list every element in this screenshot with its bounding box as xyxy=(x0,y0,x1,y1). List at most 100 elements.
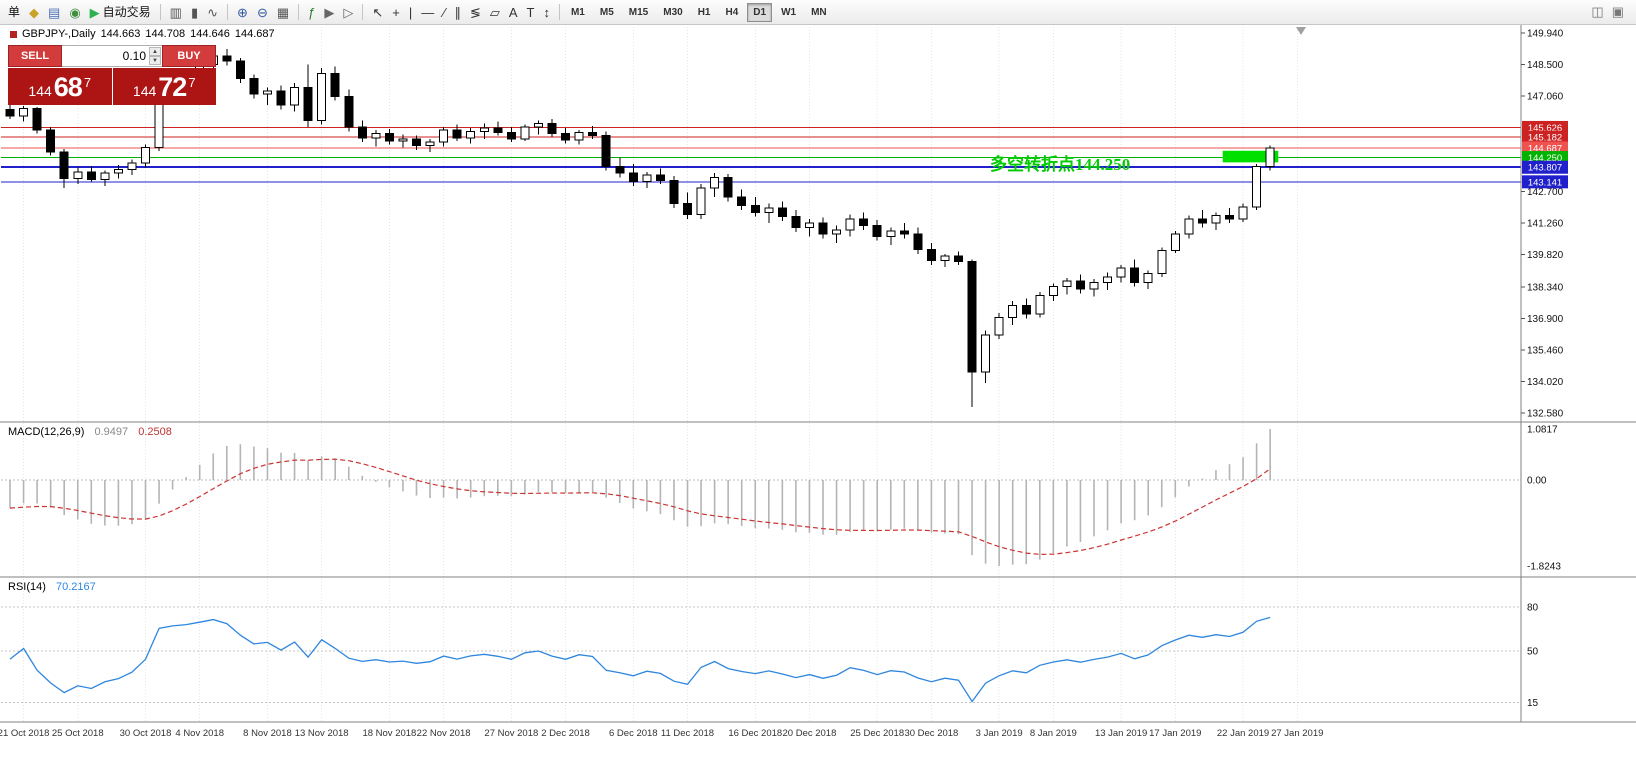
navigator-button[interactable]: ◉ xyxy=(65,5,84,20)
sell-price-big: 68 xyxy=(53,72,83,102)
low-value: 144.646 xyxy=(190,28,230,40)
indicators-button[interactable]: ƒ xyxy=(304,5,319,20)
timeframe-h4-button[interactable]: H4 xyxy=(725,6,739,18)
line-chart-button[interactable]: ∿ xyxy=(203,5,222,20)
shapes-button[interactable]: ▱ xyxy=(486,5,504,20)
chart-icon xyxy=(10,30,17,38)
horizontal-line-button[interactable]: — xyxy=(417,5,438,20)
channel-button[interactable]: ∥ xyxy=(450,5,465,20)
svg-text:4 Nov 2018: 4 Nov 2018 xyxy=(175,728,224,739)
bar-chart-button[interactable]: ▥ xyxy=(166,5,186,20)
crosshair-button[interactable]: + xyxy=(388,5,404,20)
zoom-in-icon: ⊕ xyxy=(237,4,248,20)
arrows-button[interactable]: ↕ xyxy=(539,5,554,20)
new-order-button[interactable]: 单 xyxy=(4,5,24,19)
symbols-button[interactable]: ◆ xyxy=(25,5,43,20)
lot-spinner: ▲ ▼ xyxy=(149,47,161,65)
label-button[interactable]: T xyxy=(523,5,539,20)
svg-text:17 Jan 2019: 17 Jan 2019 xyxy=(1149,728,1201,739)
cursor-button[interactable]: ↖ xyxy=(368,5,387,20)
toolbar-separator xyxy=(227,4,229,20)
shapes-icon: ▱ xyxy=(489,4,500,20)
sell-price-sup: 7 xyxy=(83,75,92,90)
svg-text:134.020: 134.020 xyxy=(1527,377,1564,388)
svg-text:148.500: 148.500 xyxy=(1527,60,1564,71)
auto-scroll-button[interactable]: ▶ xyxy=(320,5,338,20)
svg-text:138.340: 138.340 xyxy=(1527,282,1564,293)
trade-prices-row: 144 68 7 144 72 7 xyxy=(8,68,216,105)
chart-shift-button[interactable]: ▷ xyxy=(339,5,357,20)
timeframe-w1-button[interactable]: W1 xyxy=(781,6,797,18)
buy-price-big: 72 xyxy=(158,72,187,102)
macd-indicator-label: MACD(12,26,9) 0.9497 0.2508 xyxy=(8,426,172,438)
toolbar-options-button[interactable]: ▣ xyxy=(1611,4,1624,19)
vertical-line-icon: | xyxy=(408,4,413,20)
rsi-indicator-label: RSI(14) 70.2167 xyxy=(8,581,96,593)
rsi-panel xyxy=(1,606,1521,703)
timeframe-m30-button[interactable]: M30 xyxy=(663,6,683,18)
rsi-value: 70.2167 xyxy=(55,581,96,593)
svg-text:-1.8243: -1.8243 xyxy=(1527,562,1561,573)
market-watch-button[interactable]: ▤ xyxy=(44,5,64,20)
trendline-button[interactable]: ∕ xyxy=(439,5,449,20)
arrows-icon: ↕ xyxy=(543,4,550,20)
timeframe-toolbar: M1 M5 M15 M30 H1 H4 D1 W1 MN xyxy=(564,2,834,22)
autotrading-button[interactable]: ▶ 自动交易 xyxy=(86,5,155,20)
symbols-icon: ◆ xyxy=(29,4,40,20)
vertical-line-button[interactable]: | xyxy=(405,5,416,20)
buy-price-prefix: 144 xyxy=(132,83,157,99)
timeframe-m15-button[interactable]: M15 xyxy=(628,6,649,18)
chart-canvas[interactable]: 149.940 148.500 147.060 142.700 141.260 139.8… xyxy=(0,24,1636,767)
svg-text:50: 50 xyxy=(1527,647,1539,658)
macd-panel xyxy=(1,429,1521,566)
timeframe-h1-button[interactable]: H1 xyxy=(697,6,711,18)
svg-text:21 Oct 2018: 21 Oct 2018 xyxy=(0,728,49,739)
toolbar-separator xyxy=(159,4,161,20)
highlight-rectangle xyxy=(1222,150,1279,163)
svg-text:30 Dec 2018: 30 Dec 2018 xyxy=(904,728,958,739)
trendline-icon: ∕ xyxy=(443,4,446,20)
timeframe-mn-button[interactable]: MN xyxy=(811,6,827,18)
candlestick-chart-icon: ▮ xyxy=(190,4,199,20)
timeframe-m1-button[interactable]: M1 xyxy=(570,6,585,18)
auto-scroll-icon: ▶ xyxy=(324,4,335,20)
macd-signal-value: 0.2508 xyxy=(138,426,172,438)
svg-text:30 Oct 2018: 30 Oct 2018 xyxy=(120,728,172,739)
sell-price-display[interactable]: 144 68 7 xyxy=(8,68,112,105)
lot-decrease-button[interactable]: ▼ xyxy=(149,56,161,65)
open-value: 144.663 xyxy=(100,28,141,40)
lot-increase-button[interactable]: ▲ xyxy=(149,47,161,56)
svg-text:145.182: 145.182 xyxy=(1528,133,1562,144)
svg-text:80: 80 xyxy=(1527,603,1539,614)
symbol-period-label: GBPJPY-,Daily xyxy=(22,28,96,40)
svg-text:25 Oct 2018: 25 Oct 2018 xyxy=(52,728,104,739)
window-layout-button[interactable]: ◫ xyxy=(1591,4,1604,19)
high-value: 144.708 xyxy=(145,28,186,40)
zoom-in-button[interactable]: ⊕ xyxy=(233,5,252,20)
tile-windows-icon: ▦ xyxy=(276,4,290,20)
zoom-out-button[interactable]: ⊖ xyxy=(253,5,272,20)
buy-price-display[interactable]: 144 72 7 xyxy=(112,68,216,105)
timeframe-d1-button[interactable]: D1 xyxy=(747,2,773,22)
navigator-icon: ◉ xyxy=(69,4,81,20)
rsi-name: RSI(14) xyxy=(8,581,46,593)
sell-button[interactable]: SELL xyxy=(8,45,62,67)
svg-text:144.250: 144.250 xyxy=(1528,153,1562,164)
buy-button[interactable]: BUY xyxy=(162,45,216,67)
svg-text:18 Nov 2018: 18 Nov 2018 xyxy=(362,728,416,739)
crosshair-icon: + xyxy=(392,4,400,20)
svg-text:27 Nov 2018: 27 Nov 2018 xyxy=(484,728,538,739)
tile-windows-button[interactable]: ▦ xyxy=(273,5,293,20)
svg-text:16 Dec 2018: 16 Dec 2018 xyxy=(728,728,782,739)
candlestick-chart-button[interactable]: ▮ xyxy=(187,5,202,20)
fibonacci-button[interactable]: ≶ xyxy=(466,5,485,20)
lot-size-input[interactable] xyxy=(62,46,162,66)
svg-text:8 Jan 2019: 8 Jan 2019 xyxy=(1030,728,1077,739)
svg-text:22 Jan 2019: 22 Jan 2019 xyxy=(1217,728,1269,739)
chart-shift-marker xyxy=(1296,27,1306,35)
text-button[interactable]: A xyxy=(505,5,522,20)
svg-text:2 Dec 2018: 2 Dec 2018 xyxy=(541,728,590,739)
svg-text:1.0817: 1.0817 xyxy=(1527,425,1558,436)
chart-shift-icon: ▷ xyxy=(343,4,354,20)
timeframe-m5-button[interactable]: M5 xyxy=(599,6,614,18)
